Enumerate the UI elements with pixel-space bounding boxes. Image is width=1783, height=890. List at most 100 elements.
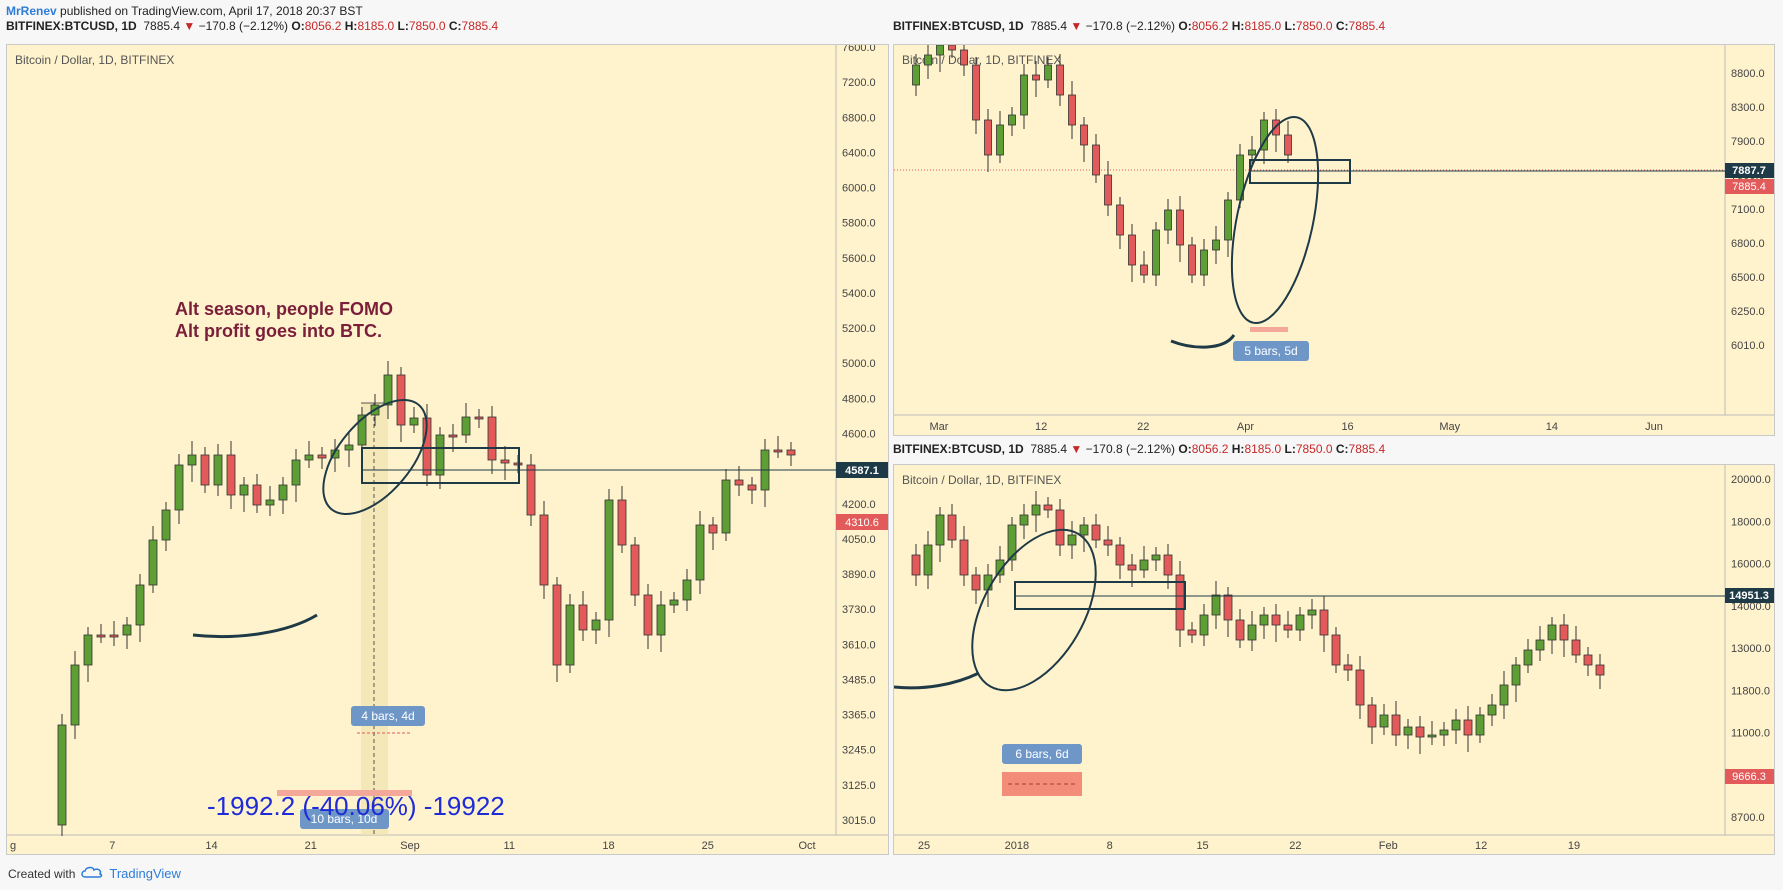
time-axis[interactable]: g 7 14 21 Sep 11 18 25 Oct [10,840,816,852]
chart-legend: Bitcoin / Dollar, 1D, BITFINEX [902,53,1062,67]
time-axis[interactable]: Mar 12 22 Apr 16 May 14 Jun [930,421,1663,433]
candle-body [1020,74,1028,116]
annotation-line-2[interactable]: Alt profit goes into BTC. [175,321,382,341]
candle-body [591,619,601,631]
price-tick-label: 3730.0 [842,604,876,616]
down-arrow-icon: ▼ [183,19,196,33]
tradingview-link[interactable]: TradingView [109,866,181,881]
time-tick-label: Mar [930,421,949,433]
candle-body [1092,144,1100,176]
right-top-chart-canvas[interactable]: 8800.08300.07900.07500.07100.06800.06500… [894,45,1774,435]
measure-band [277,790,412,796]
candle-body [656,604,666,636]
time-tick-label: Jun [1645,421,1663,433]
highlight-ellipse[interactable] [947,509,1122,711]
price-axis[interactable]: 7600.0 7200.0 6800.0 6400.0 6000.0 5800.0 5600… [842,45,876,827]
candle-body [1175,574,1185,631]
candle-body [239,484,249,496]
change: −170.8 (−2.12%) [198,19,289,33]
candle-body [383,374,393,406]
highlight-ellipse[interactable] [304,382,447,532]
price-tick-label: 8800.0 [1731,68,1765,80]
time-tick-label: Sep [400,840,420,852]
close-label: C: [448,19,462,33]
time-tick-label: g [10,840,16,852]
brush-curve[interactable] [192,613,318,639]
price-tick-label: 6800.0 [842,112,876,124]
brush-curve[interactable] [1170,334,1236,349]
high-value: 8185.0 [357,19,395,33]
candle-body [1247,624,1257,641]
candle-body [526,464,536,516]
candle-body [1259,614,1269,626]
price-tick-label: 5400.0 [842,288,876,300]
high-label: H: [1231,19,1245,33]
candle-body [1475,714,1485,736]
time-tick-label: 12 [1035,421,1047,433]
price-level-label: 4587.1 [845,465,879,477]
candle-body [1080,124,1088,146]
candle-body [1068,94,1076,126]
price-tick-label: 7600.0 [842,45,876,54]
annotation-line-1[interactable]: Alt season, people FOMO [175,299,393,319]
range-rectangle[interactable] [361,447,520,484]
low-value: 7850.0 [1295,19,1333,33]
candle-body [148,539,158,586]
time-tick-label: 19 [1568,840,1580,852]
candle-body [1451,719,1461,731]
time-tick-label: 15 [1196,840,1208,852]
candle-body [1223,594,1233,621]
candle-body [1079,524,1089,536]
price-tick-label: 20000.0 [1731,474,1771,486]
time-tick-label: Feb [1379,840,1398,852]
candle-body [187,454,197,466]
right-bottom-chart-canvas[interactable]: 20000.0 18000.0 16000.0 14000.0 13000.0 11800… [894,465,1774,854]
candle-body [1319,609,1329,636]
publisher-line: MrRenev published on TradingView.com, Ap… [6,4,363,18]
candle-body [213,454,223,486]
open-label: O: [1178,19,1192,33]
candle-body [70,664,80,726]
low-label: L: [1284,19,1296,33]
price-tick-label: 3890.0 [842,569,876,581]
price-tick-label: 3485.0 [842,674,876,686]
candle-body [1571,639,1581,656]
candle-body [1439,729,1449,736]
candle-body [1427,734,1437,738]
open-label: O: [291,19,305,33]
last-price-label-bg [1725,769,1774,784]
right-top-chart[interactable]: Bitcoin / Dollar, 1D, BITFINEX 8800.0 830… [893,44,1775,436]
left-chart[interactable]: Bitcoin / Dollar, 1D, BITFINEX 7600.0 720… [6,44,889,855]
candle-body [122,624,132,636]
price-axis[interactable]: 8800.08300.07900.07500.07100.06800.06500… [1731,68,1765,352]
time-tick-label: 12 [1475,840,1487,852]
left-chart-canvas[interactable]: 7600.0 7200.0 6800.0 6400.0 6000.0 5800.0 5600… [7,45,888,854]
candle-body [1212,239,1220,251]
candle-body [708,524,718,534]
brush-curve[interactable] [894,671,980,690]
candle-body [1307,609,1317,616]
author-link[interactable]: MrRenev [6,4,57,18]
right-bottom-chart[interactable]: Bitcoin / Dollar, 1D, BITFINEX 20000.0 18… [893,464,1775,855]
range-rectangle[interactable] [1014,581,1186,610]
time-axis[interactable]: 25 2018 8 15 22 Feb 12 19 [918,840,1580,852]
candle-body [1379,714,1389,728]
price-tick-label: 4050.0 [842,534,876,546]
highlight-ellipse[interactable] [1216,109,1334,330]
candle-body [1595,664,1605,676]
candle-body [1511,664,1521,686]
time-tick-label: 8 [1107,840,1113,852]
candle-body [1391,714,1401,736]
last-price-label-bg [836,514,888,530]
ticker-line-bottom-right: BITFINEX:BTCUSD, 1D 7885.4 ▼ −170.8 (−2.… [893,442,1385,456]
open-value: 8056.2 [304,19,342,33]
candle-body [1067,534,1077,546]
candle-body [57,724,67,826]
high-label: H: [1231,442,1245,456]
ticker-line-left: BITFINEX:BTCUSD, 1D 7885.4 ▼ −170.8 (−2.… [6,19,498,33]
price-tick-label: 6250.0 [1731,306,1765,318]
candle-body [200,454,210,486]
candles [911,491,1605,754]
symbol: BITFINEX:BTCUSD, 1D [893,19,1024,33]
close-label: C: [1335,19,1349,33]
